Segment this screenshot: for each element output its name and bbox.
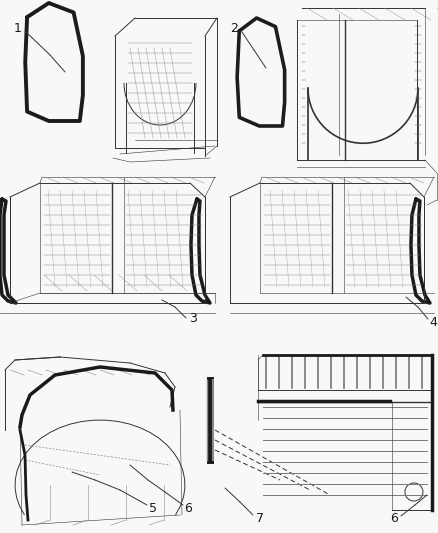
Text: 3: 3 xyxy=(189,311,197,325)
Text: 4: 4 xyxy=(429,317,437,329)
Text: 6: 6 xyxy=(390,513,398,526)
Text: 1: 1 xyxy=(14,21,22,35)
Text: 2: 2 xyxy=(230,21,238,35)
Text: 5: 5 xyxy=(149,503,157,515)
Text: 7: 7 xyxy=(256,513,264,526)
Text: 6: 6 xyxy=(184,503,192,515)
